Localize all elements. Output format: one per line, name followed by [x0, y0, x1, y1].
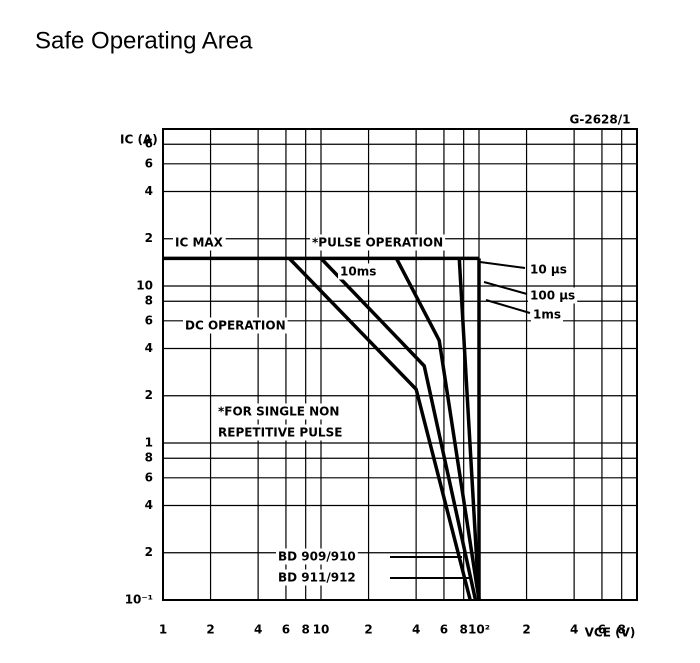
series-line	[319, 257, 478, 601]
annotation-background	[276, 548, 358, 565]
y-tick-label: 2	[145, 545, 153, 559]
annotation-background	[276, 569, 358, 586]
annotation-background	[338, 263, 379, 280]
x-tick-label: 4	[412, 623, 420, 637]
x-tick-label: 2	[364, 623, 372, 637]
annotation: REPETITIVE PULSE	[218, 426, 342, 440]
annotation-arrow	[483, 281, 528, 295]
annotation-background	[310, 234, 446, 251]
annotation: DC OPERATION	[185, 319, 286, 333]
series-line	[288, 257, 472, 601]
annotation-background	[183, 317, 288, 334]
y-tick-label: 4	[145, 184, 153, 198]
annotation: *PULSE OPERATION	[312, 236, 443, 250]
x-tick-label: 8	[618, 623, 626, 637]
annotation-background	[528, 261, 569, 278]
y-tick-label: 2	[145, 231, 153, 245]
y-tick-label: 8	[145, 451, 153, 465]
x-tick-label: 4	[254, 623, 262, 637]
x-axis-label: VCE (V)	[585, 626, 636, 640]
annotation-arrow	[485, 299, 531, 314]
y-tick-label: 6	[145, 470, 153, 484]
x-tick-label: 8	[302, 623, 310, 637]
y-tick-label: 8	[145, 294, 153, 308]
x-tick-label: 4	[570, 623, 578, 637]
x-tick-label: 6	[598, 623, 606, 637]
chart-title: Safe Operating Area	[35, 27, 253, 54]
y-tick-label: 4	[145, 341, 153, 355]
annotation-background	[216, 403, 342, 420]
annotation: 1ms	[533, 308, 561, 322]
x-tick-label: 6	[282, 623, 290, 637]
x-tick-label: 8	[460, 623, 468, 637]
x-tick-label: 10	[313, 623, 330, 637]
annotation-background	[528, 287, 578, 304]
annotation: G-2628/1	[570, 113, 631, 127]
annotation: BD 911/912	[278, 571, 356, 585]
y-tick-label: 4	[145, 498, 153, 512]
annotation-background	[173, 234, 226, 251]
plot-frame	[162, 128, 638, 601]
annotation: 100 µs	[530, 289, 575, 303]
y-tick-label: 10	[136, 279, 153, 293]
annotation-background	[531, 306, 563, 323]
y-tick-label: 1	[145, 436, 153, 450]
annotation: BD 909/910	[278, 550, 356, 564]
series-line	[457, 258, 481, 601]
y-axis-label: IC (A)	[120, 133, 158, 147]
y-tick-label: 6	[145, 156, 153, 170]
x-tick-label: 2	[522, 623, 530, 637]
annotation-background	[216, 424, 345, 441]
x-tick-label: 1	[159, 623, 167, 637]
annotation: 10ms	[340, 265, 376, 279]
y-tick-label: 6	[145, 137, 153, 151]
annotation: 10 µs	[530, 263, 567, 277]
annotation-arrow	[479, 261, 526, 269]
series-line	[394, 257, 481, 601]
y-tick-label: 2	[145, 388, 153, 402]
y-tick-label: 6	[145, 313, 153, 327]
x-tick-label: 2	[206, 623, 214, 637]
x-tick-label: 6	[440, 623, 448, 637]
annotation: *FOR SINGLE NON	[218, 405, 339, 419]
y-tick-label: 10⁻¹	[125, 593, 153, 607]
x-tick-label: 10²	[468, 623, 490, 637]
annotation: IC MAX	[175, 236, 224, 250]
